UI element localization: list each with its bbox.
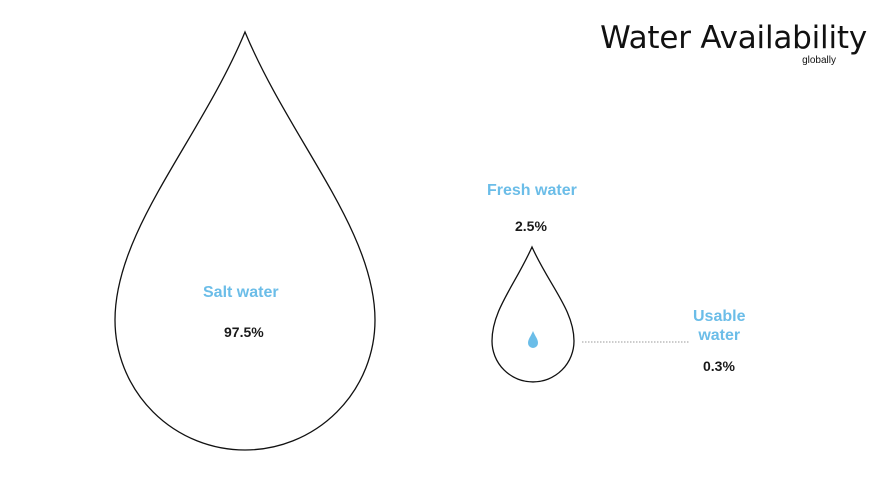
salt-water-label: Salt water xyxy=(203,284,279,301)
fresh-water-value: 2.5% xyxy=(515,218,547,234)
usable-water-label: Usable water xyxy=(693,307,745,345)
usable-water-drop xyxy=(528,331,538,348)
salt-water-drop-outline xyxy=(114,30,376,451)
usable-water-label-line2: water xyxy=(698,327,741,344)
fresh-water-label: Fresh water xyxy=(487,182,577,199)
usable-water-label-line1: Usable xyxy=(693,308,746,325)
fresh-water-drop-outline xyxy=(491,245,575,383)
salt-water-value: 97.5% xyxy=(224,324,264,340)
usable-water-value: 0.3% xyxy=(703,358,735,374)
page-subtitle: globally xyxy=(802,55,836,66)
page-title: Water Availability xyxy=(600,20,867,56)
